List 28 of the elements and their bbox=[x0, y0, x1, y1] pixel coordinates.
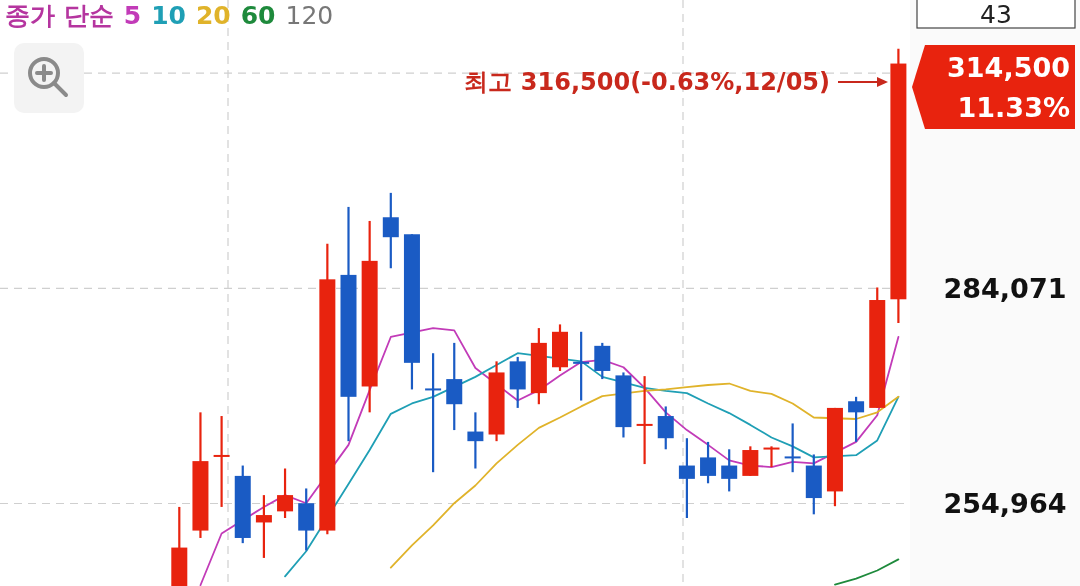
candlestick bbox=[763, 445, 780, 469]
candlestick bbox=[213, 414, 230, 509]
text: 43 bbox=[980, 0, 1012, 29]
candlestick bbox=[700, 440, 717, 485]
text: 314,500 11.33% bbox=[947, 51, 1070, 123]
annotation: 최고 316,500(-0.63%,12/05) bbox=[464, 68, 830, 96]
line-series bbox=[389, 382, 900, 569]
y-tick-label: 284,071 bbox=[943, 272, 1067, 304]
candlestick bbox=[467, 411, 484, 470]
candlestick bbox=[382, 191, 399, 270]
line-series bbox=[834, 558, 900, 586]
candlestick bbox=[255, 494, 272, 560]
candlestick bbox=[784, 422, 801, 474]
candlestick bbox=[678, 437, 695, 520]
candlestick bbox=[573, 330, 590, 402]
candlestick bbox=[636, 375, 653, 466]
legend-label: 120 bbox=[285, 1, 334, 30]
candlestick bbox=[848, 395, 865, 443]
text: 60 bbox=[240, 1, 276, 30]
candlestick bbox=[721, 448, 738, 493]
y-tick-label: 254,964 bbox=[943, 488, 1067, 519]
text: 5 bbox=[123, 1, 142, 30]
legend-title: 종가 단순 bbox=[5, 1, 114, 30]
text: 20 bbox=[195, 1, 231, 30]
candlestick bbox=[657, 405, 674, 451]
candlestick bbox=[277, 467, 294, 520]
candlestick bbox=[425, 352, 442, 474]
text: 10 bbox=[151, 1, 186, 30]
